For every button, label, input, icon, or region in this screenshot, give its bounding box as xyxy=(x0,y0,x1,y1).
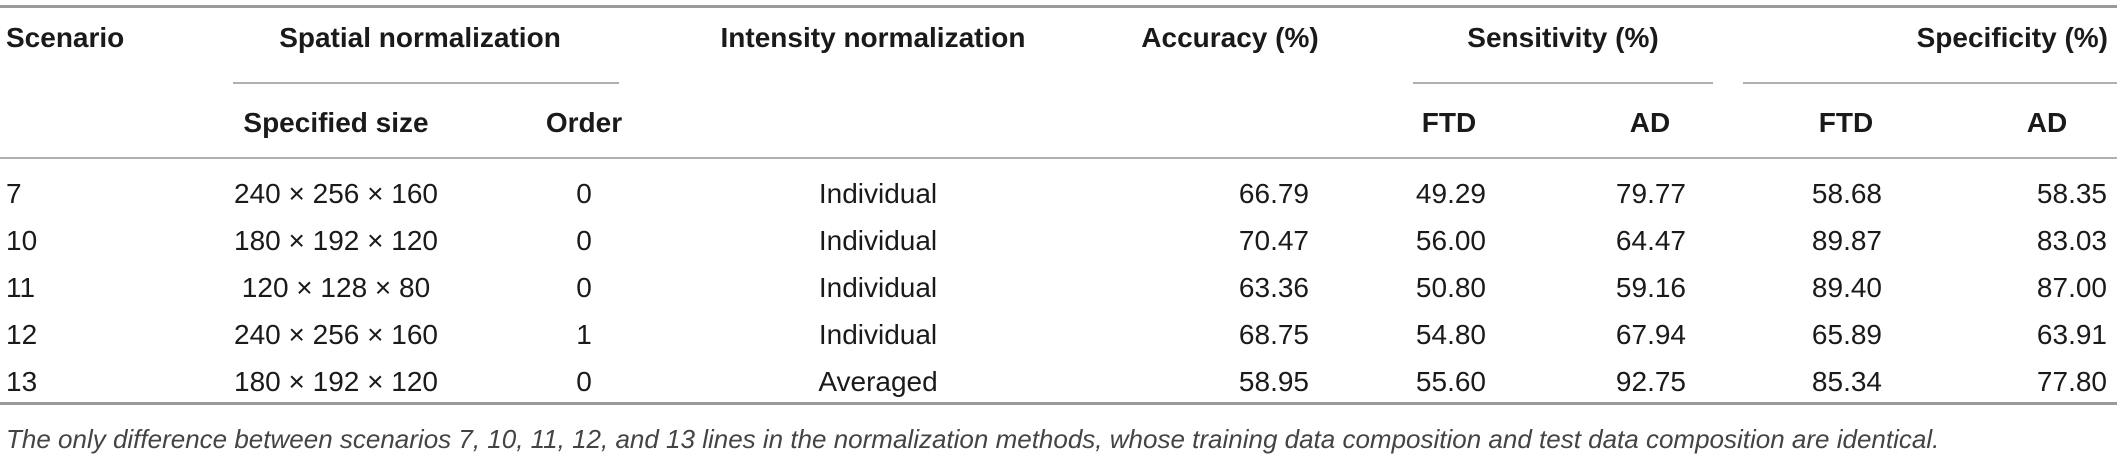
table-cell-sens-ad: 64.47 xyxy=(1615,225,1686,256)
table-cell-intensity: Individual xyxy=(818,178,938,209)
table-cell-accuracy: 68.75 xyxy=(1238,319,1309,350)
table-cell-intensity: Averaged xyxy=(818,366,938,397)
table-cell-spec-ftd: 65.89 xyxy=(1811,319,1882,350)
table-bottom-rule xyxy=(0,402,2117,405)
table-cell-spec-ftd: 89.40 xyxy=(1811,272,1882,303)
table-top-rule xyxy=(0,5,2117,8)
table-cell-order: 1 xyxy=(576,319,592,350)
table-header-rule xyxy=(0,157,2117,159)
subheader-specified-size: Specified size xyxy=(243,107,429,138)
header-accuracy: Accuracy (%) xyxy=(1141,22,1319,53)
subheader-specificity-ftd: FTD xyxy=(1818,107,1874,138)
header-specificity: Specificity (%) xyxy=(1916,22,2108,53)
table-cell-spec-ad: 77.80 xyxy=(2036,366,2107,397)
table-cell-scenario: 12 xyxy=(6,319,38,350)
specificity-group-rule xyxy=(1743,82,2117,84)
table-cell-order: 0 xyxy=(576,225,592,256)
subheader-sensitivity-ftd: FTD xyxy=(1421,107,1477,138)
table-cell-size: 180 × 192 × 120 xyxy=(234,366,438,397)
header-sensitivity: Sensitivity (%) xyxy=(1467,22,1659,53)
table-cell-size: 240 × 256 × 160 xyxy=(234,178,438,209)
table-cell-scenario: 7 xyxy=(6,178,22,209)
table-cell-order: 0 xyxy=(576,178,592,209)
table-cell-intensity: Individual xyxy=(818,319,938,350)
table-cell-sens-ad: 67.94 xyxy=(1615,319,1686,350)
table-cell-sens-ftd: 50.80 xyxy=(1415,272,1486,303)
table-cell-spec-ad: 63.91 xyxy=(2036,319,2107,350)
table-cell-size: 120 × 128 × 80 xyxy=(241,272,431,303)
header-scenario: Scenario xyxy=(6,22,125,53)
table-cell-intensity: Individual xyxy=(818,225,938,256)
header-intensity-normalization: Intensity normalization xyxy=(720,22,1026,53)
table-cell-scenario: 11 xyxy=(6,272,36,303)
table-cell-sens-ftd: 55.60 xyxy=(1415,366,1486,397)
table-cell-size: 180 × 192 × 120 xyxy=(234,225,438,256)
table-cell-scenario: 13 xyxy=(6,366,38,397)
table-cell-order: 0 xyxy=(576,366,592,397)
subheader-order: Order xyxy=(545,107,623,138)
table-cell-sens-ad: 79.77 xyxy=(1615,178,1686,209)
subheader-specificity-ad: AD xyxy=(2026,107,2068,138)
table-cell-spec-ad: 83.03 xyxy=(2036,225,2107,256)
table-cell-spec-ftd: 85.34 xyxy=(1811,366,1882,397)
header-spatial-normalization: Spatial normalization xyxy=(279,22,561,53)
table-cell-size: 240 × 256 × 160 xyxy=(234,319,438,350)
table-cell-sens-ftd: 49.29 xyxy=(1415,178,1486,209)
table-footnote: The only difference between scenarios 7,… xyxy=(6,424,1940,454)
table-cell-spec-ad: 58.35 xyxy=(2036,178,2107,209)
table-cell-accuracy: 63.36 xyxy=(1238,272,1309,303)
sensitivity-group-rule xyxy=(1413,82,1713,84)
table-cell-sens-ad: 59.16 xyxy=(1615,272,1686,303)
table-cell-order: 0 xyxy=(576,272,592,303)
table-cell-spec-ftd: 58.68 xyxy=(1811,178,1882,209)
table-cell-accuracy: 58.95 xyxy=(1238,366,1309,397)
table-cell-spec-ftd: 89.87 xyxy=(1811,225,1882,256)
table-cell-accuracy: 66.79 xyxy=(1238,178,1309,209)
subheader-sensitivity-ad: AD xyxy=(1629,107,1671,138)
table-cell-spec-ad: 87.00 xyxy=(2036,272,2107,303)
spatial-group-rule xyxy=(233,82,619,84)
table-cell-intensity: Individual xyxy=(818,272,938,303)
table-cell-sens-ad: 92.75 xyxy=(1615,366,1686,397)
table-cell-scenario: 10 xyxy=(6,225,38,256)
table-cell-sens-ftd: 54.80 xyxy=(1415,319,1486,350)
table-cell-sens-ftd: 56.00 xyxy=(1415,225,1486,256)
table-cell-accuracy: 70.47 xyxy=(1238,225,1309,256)
